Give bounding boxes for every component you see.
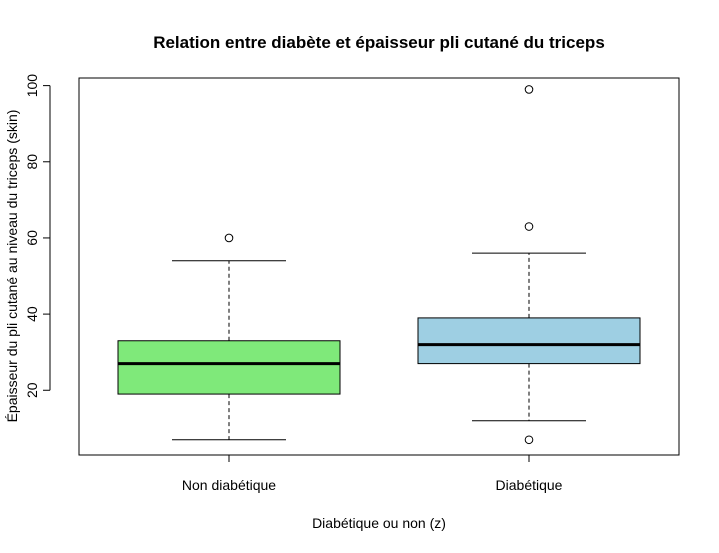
- y-tick-label: 20: [24, 382, 40, 398]
- x-axis-label: Diabétique ou non (z): [312, 515, 446, 531]
- plot-frame: [78, 77, 680, 456]
- box: [117, 340, 341, 395]
- box: [417, 317, 641, 365]
- outlier-point: [224, 233, 234, 243]
- outlier-point: [524, 85, 534, 94]
- x-tick-label: Non diabétique: [182, 477, 276, 493]
- y-tick-label: 80: [24, 154, 40, 170]
- y-tick-label: 60: [24, 230, 40, 246]
- y-axis-label: Épaisseur du pli cutané au niveau du tri…: [4, 110, 20, 423]
- x-tick-label: Diabétique: [496, 477, 563, 493]
- outlier-point: [524, 222, 534, 231]
- outlier-point: [524, 435, 534, 445]
- chart-title: Relation entre diabète et épaisseur pli …: [153, 33, 605, 52]
- y-tick-label: 40: [24, 306, 40, 322]
- plot-area: 20 40 60 80 100 Non diabétique Diabétique: [24, 74, 641, 493]
- y-tick-label: 100: [24, 74, 40, 98]
